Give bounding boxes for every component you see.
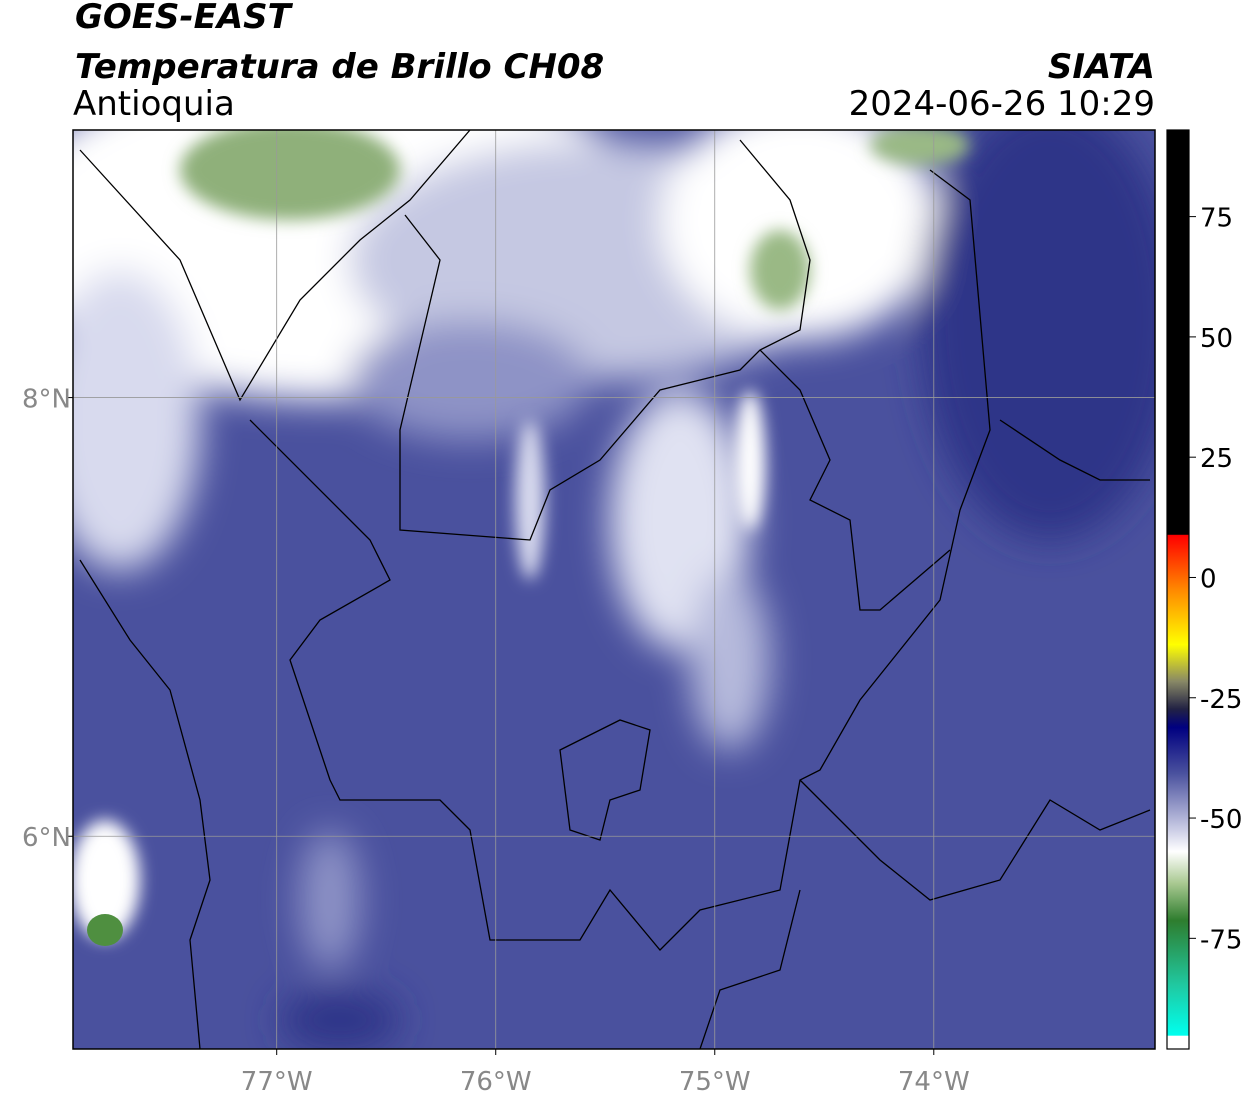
region: Antioquia — [73, 84, 235, 124]
grid — [67, 130, 1155, 1055]
colorbar-tick-label: 50 — [1200, 324, 1233, 354]
map-field — [73, 130, 1155, 1049]
datetime: 2024-06-26 10:29 — [849, 84, 1155, 124]
map-frame — [72, 129, 1156, 1050]
colorbar — [1166, 129, 1190, 1050]
title: GOES-EAST — [75, 0, 294, 37]
lat-tick-label: 8°N — [22, 385, 71, 415]
colorbar-tick-label: -75 — [1200, 925, 1242, 955]
lon-tick-label: 76°W — [460, 1067, 532, 1097]
colorbar-tick-label: 25 — [1200, 444, 1233, 474]
lat-tick-label: 6°N — [22, 823, 71, 853]
lon-tick-label: 75°W — [679, 1067, 751, 1097]
colorbar-tick-label: -25 — [1200, 685, 1242, 715]
lon-tick-label: 77°W — [241, 1067, 313, 1097]
colorbar-tick-label: 75 — [1200, 204, 1233, 234]
source: SIATA — [1048, 47, 1155, 87]
colorbar-tick-label: 0 — [1200, 564, 1217, 594]
colorbar-tick-label: -50 — [1200, 805, 1242, 835]
lon-tick-label: 74°W — [898, 1067, 970, 1097]
subtitle: Temperatura de Brillo CH08 — [75, 47, 604, 87]
